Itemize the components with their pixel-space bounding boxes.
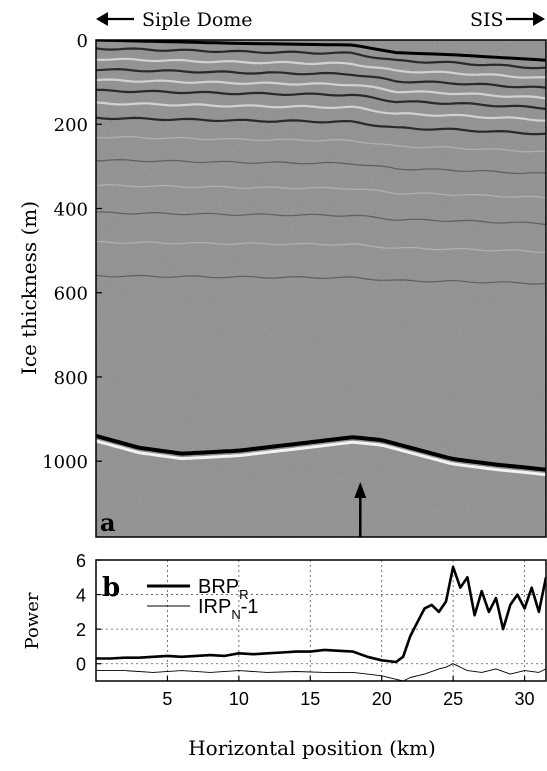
surface-line bbox=[96, 40, 546, 62]
internal-layer bbox=[96, 47, 546, 70]
legend-irp-sub: N bbox=[231, 607, 240, 622]
panel-b-y-axis: 0 2 4 6 bbox=[76, 551, 101, 675]
y-tick-label: 6 bbox=[76, 551, 86, 571]
y-tick-label: 0 bbox=[77, 31, 88, 52]
sis-label-group: SIS bbox=[470, 9, 545, 31]
panel-a-ylabel: Ice thickness (m) bbox=[17, 201, 41, 375]
legend-brp-sub: R bbox=[239, 587, 248, 602]
bed-line-light bbox=[96, 439, 546, 477]
legend-label-brp: BRPR bbox=[198, 576, 249, 602]
panel-b: 0 2 4 6 5 10 15 20 25 30 b BRPR IRPN-1 Power Hor… bbox=[22, 551, 547, 760]
internal-layers bbox=[96, 47, 546, 285]
left-arrow-icon bbox=[96, 12, 134, 26]
y-tick-label: 600 bbox=[54, 284, 88, 305]
bed-line-dark bbox=[96, 433, 546, 472]
y-tick-label: 1000 bbox=[42, 452, 88, 473]
legend-irp-name: IRP bbox=[198, 596, 231, 618]
y-tick-label: 400 bbox=[54, 199, 88, 220]
series-irp-line bbox=[96, 663, 546, 681]
legend-irp-suffix: -1 bbox=[241, 596, 259, 618]
panel-a-y-axis: 0 200 400 600 800 1000 bbox=[42, 31, 102, 473]
panel-b-x-axis: 5 10 15 20 25 30 bbox=[162, 676, 535, 709]
panel-b-ylabel: Power bbox=[22, 592, 43, 649]
series-brp-line bbox=[96, 565, 546, 664]
up-arrow-icon bbox=[354, 482, 367, 537]
siple-dome-label: Siple Dome bbox=[142, 9, 253, 31]
x-tick-label: 15 bbox=[300, 689, 320, 709]
y-tick-label: 2 bbox=[76, 620, 86, 640]
right-arrow-icon bbox=[506, 12, 545, 26]
internal-layer bbox=[96, 184, 546, 199]
legend-brp-name: BRP bbox=[198, 576, 239, 598]
x-tick-label: 5 bbox=[162, 689, 172, 709]
panel-a-frame bbox=[95, 39, 547, 538]
x-tick-label: 10 bbox=[229, 689, 249, 709]
x-tick-label: 20 bbox=[372, 689, 392, 709]
panel-b-frame bbox=[95, 559, 547, 682]
sis-label: SIS bbox=[470, 9, 504, 31]
y-tick-label: 4 bbox=[76, 586, 86, 606]
internal-layer bbox=[96, 88, 546, 110]
panel-a: 0 200 400 600 800 1000 Ice thickness (m) a bbox=[17, 31, 547, 538]
panel-b-xlabel: Horizontal position (km) bbox=[188, 736, 436, 760]
internal-layer bbox=[96, 158, 546, 175]
siple-dome-label-group: Siple Dome bbox=[96, 9, 253, 31]
panel-b-background bbox=[96, 560, 546, 681]
x-tick-label: 25 bbox=[443, 689, 463, 709]
y-tick-label: 200 bbox=[54, 115, 88, 136]
panel-a-label: a bbox=[100, 508, 116, 537]
legend-label-irp: IRPN-1 bbox=[198, 596, 259, 622]
internal-layer bbox=[96, 101, 546, 122]
arrow-head bbox=[354, 482, 367, 498]
internal-layer bbox=[96, 57, 546, 79]
internal-layer bbox=[96, 67, 546, 89]
bed-reflection bbox=[96, 433, 546, 477]
x-tick-label: 30 bbox=[515, 689, 535, 709]
internal-layer bbox=[96, 274, 546, 285]
radargram-image bbox=[96, 40, 546, 537]
y-tick-label: 0 bbox=[76, 655, 86, 675]
internal-layer bbox=[96, 78, 546, 100]
panel-b-label: b bbox=[102, 573, 120, 603]
surface-reflection bbox=[96, 40, 546, 62]
internal-layer bbox=[96, 240, 546, 253]
internal-layer bbox=[96, 211, 546, 226]
internal-layer bbox=[96, 116, 546, 136]
legend: BRPR IRPN-1 bbox=[147, 576, 259, 622]
y-tick-label: 800 bbox=[54, 368, 88, 389]
internal-layer bbox=[96, 135, 546, 153]
